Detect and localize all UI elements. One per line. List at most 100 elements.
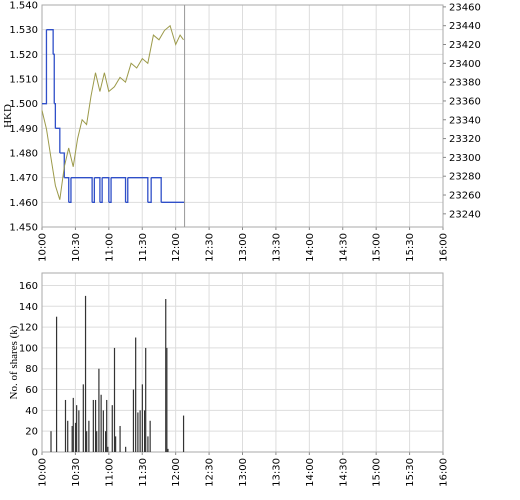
volume-bar [132, 389, 135, 452]
y2-tick-label: 23400 [449, 59, 481, 70]
x-tick-label: 11:00 [104, 458, 115, 487]
volume-bar [78, 410, 80, 452]
x-tick-label: 10:00 [38, 233, 49, 262]
volume-bar [147, 436, 149, 452]
x-tick-label: 14:00 [305, 458, 316, 487]
volume-bar [98, 368, 100, 452]
y2-tick-label: 23300 [449, 153, 481, 164]
y2-tick-label: 23380 [449, 78, 481, 89]
x-tick-label: 15:00 [372, 458, 383, 487]
x-tick-label: 11:00 [104, 233, 115, 262]
volume-bar [111, 405, 113, 452]
volume-bar [92, 399, 94, 452]
volume-bar [76, 405, 78, 452]
volume-bar [94, 399, 97, 452]
volume-bar [55, 316, 58, 452]
y-tick-label: 1.530 [9, 25, 38, 36]
y2-tick-label: 23260 [449, 191, 481, 202]
y-tick-label: 1.520 [9, 50, 38, 61]
volume-bar [165, 299, 167, 452]
y2-tick-label: 23340 [449, 115, 481, 126]
x-tick-label: 13:30 [271, 233, 282, 262]
y2-tick-label: 23280 [449, 172, 481, 183]
x-tick-label: 16:00 [439, 458, 450, 487]
y2-tick-label: 23360 [449, 96, 481, 107]
y-tick-label: 1.500 [9, 99, 38, 110]
volume-bar [145, 347, 147, 452]
price-step [147, 177, 152, 203]
price-step [53, 53, 55, 104]
volume-bar [137, 412, 139, 452]
price-step [127, 177, 149, 203]
volume-bar [71, 425, 73, 452]
price-step [94, 177, 101, 203]
x-tick-label: 15:30 [405, 458, 416, 487]
index-line [41, 24, 184, 200]
price-step [108, 177, 112, 203]
x-tick-label: 12:30 [205, 458, 216, 487]
volume-bar [125, 446, 127, 452]
y-tick-label: 1.470 [9, 173, 38, 184]
price-step [102, 177, 110, 203]
price-step [151, 177, 162, 203]
x-tick-label: 14:00 [305, 233, 316, 262]
price-step [125, 177, 129, 203]
x-tick-label: 10:00 [38, 458, 49, 487]
price-step [111, 177, 127, 203]
volume-bar [135, 337, 137, 452]
volume-bar [88, 420, 90, 452]
volume-bar [113, 347, 116, 452]
y-tick-label: 1.450 [9, 223, 38, 234]
x-tick-label: 12:30 [205, 233, 216, 262]
volume-bar [107, 446, 109, 452]
volume-bar [143, 410, 146, 452]
price-step [99, 177, 103, 203]
y-tick-label: 160 [19, 281, 38, 292]
x-tick-label: 14:30 [338, 458, 349, 487]
price-step [42, 29, 48, 105]
y-tick-label: 1.480 [9, 149, 38, 160]
y-tick-label: 40 [25, 406, 38, 417]
volume-bar [139, 410, 141, 452]
volume-bar [106, 399, 108, 452]
x-tick-label: 12:00 [171, 458, 182, 487]
volume-bar [50, 431, 52, 452]
volume-bar [84, 295, 87, 452]
y-tick-label: 60 [25, 385, 38, 396]
price-step [46, 29, 54, 55]
volume-bar [64, 399, 67, 452]
price-step [64, 177, 70, 203]
y-tick-label: 100 [19, 343, 38, 354]
volume-bar [182, 415, 185, 452]
x-tick-label: 14:30 [338, 233, 349, 262]
x-tick-label: 15:00 [372, 233, 383, 262]
volume-bar [86, 431, 88, 452]
y-tick-label: 120 [19, 323, 38, 334]
y-tick-label: 1.490 [9, 124, 38, 135]
x-tick-label: 13:00 [238, 458, 249, 487]
volume-bar [100, 394, 102, 452]
y-tick-label: 0 [32, 448, 38, 459]
volume-bar [67, 420, 69, 452]
plot-border [41, 272, 444, 453]
price-step [54, 103, 57, 129]
price-step [70, 177, 93, 203]
volume-bar [74, 422, 77, 452]
volume-bar [167, 448, 169, 452]
volume-bar [96, 431, 98, 452]
volume-bar [104, 431, 107, 452]
x-tick-label: 15:30 [405, 233, 416, 262]
x-tick-label: 10:30 [71, 458, 82, 487]
y-tick-label: 1.460 [9, 198, 38, 209]
x-tick-label: 11:30 [138, 458, 149, 487]
volume-bar [119, 425, 121, 452]
price-step [55, 127, 61, 153]
volume-bar [115, 436, 117, 452]
y2-tick-label: 23320 [449, 134, 481, 145]
y-tick-label: 1.540 [9, 1, 38, 12]
volume-bar [82, 384, 84, 452]
y2-tick-label: 23460 [449, 2, 481, 13]
x-tick-label: 12:00 [171, 233, 182, 262]
volume-bar [72, 397, 74, 452]
